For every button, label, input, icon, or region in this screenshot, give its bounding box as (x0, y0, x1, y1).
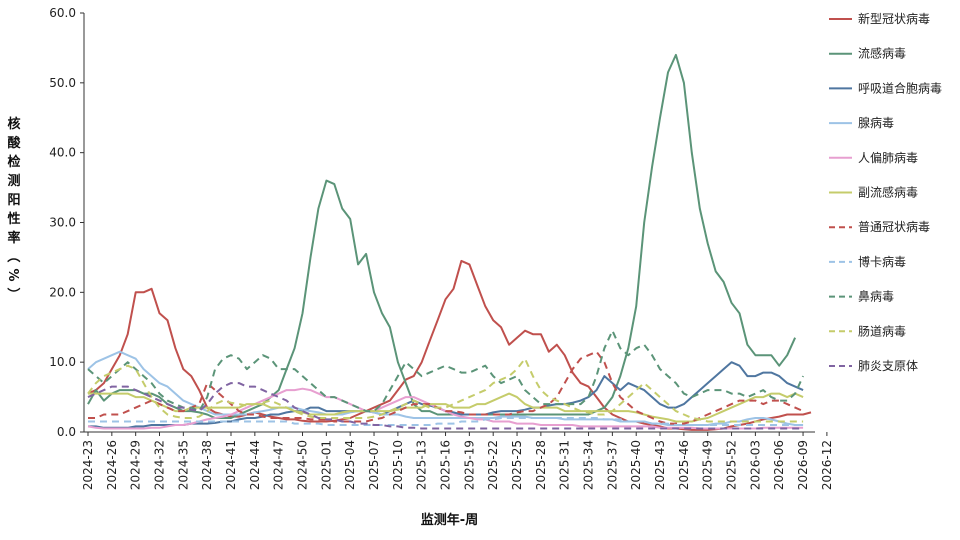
y-tick-label: 20.0 (49, 285, 76, 299)
y-axis-ticks: 0.0 10.0 20.0 30.0 40.0 50.0 60.0 (49, 6, 84, 439)
y-tick-label: 10.0 (49, 355, 76, 369)
x-tick-label: 2024-38 (200, 440, 214, 490)
x-tick-label: 2024-32 (153, 440, 167, 490)
legend-label: 肠道病毒 (858, 323, 906, 338)
x-tick-label: 2025-43 (653, 440, 667, 490)
series-line (87, 259, 812, 431)
x-tick-label: 2025-10 (391, 440, 405, 490)
x-tick-label: 2024-50 (296, 440, 310, 490)
y-axis-title-char: % (5, 268, 20, 281)
x-tick-label: 2025-22 (486, 440, 500, 490)
y-axis-title-char: ） (5, 287, 21, 300)
x-tick-label: 2024-35 (176, 440, 190, 490)
y-axis-title-char: 阳 (7, 193, 20, 208)
x-tick-label: 2025-40 (629, 440, 643, 490)
x-tick-label: 2025-37 (605, 440, 619, 490)
y-tick-label: 0.0 (57, 425, 76, 439)
x-tick-label: 2025-52 (725, 440, 739, 490)
x-tick-label: 2024-41 (224, 440, 238, 490)
x-axis-title: 监测年-周 (421, 512, 478, 528)
x-tick-label: 2026-03 (748, 440, 762, 490)
legend-label: 腺病毒 (858, 115, 894, 130)
legend-label: 鼻病毒 (858, 289, 894, 304)
x-tick-label: 2026-12 (820, 440, 834, 490)
x-tick-label: 2025-04 (343, 440, 357, 490)
y-tick-label: 60.0 (49, 6, 76, 20)
x-tick-label: 2025-46 (677, 440, 691, 490)
legend: 新型冠状病毒流感病毒呼吸道合胞病毒腺病毒人偏肺病毒副流感病毒普通冠状病毒博卡病毒… (829, 11, 942, 373)
x-tick-label: 2024-47 (272, 440, 286, 490)
legend-label: 副流感病毒 (858, 185, 918, 200)
y-tick-label: 30.0 (49, 216, 76, 230)
x-tick-label: 2025-31 (558, 440, 572, 490)
x-tick-label: 2025-28 (534, 440, 548, 490)
y-tick-label: 50.0 (49, 76, 76, 90)
legend-label: 博卡病毒 (858, 254, 906, 269)
series-line (87, 329, 805, 413)
y-axis-title-char: 酸 (7, 135, 21, 151)
series-line (87, 53, 797, 419)
x-tick-label: 2025-07 (367, 440, 381, 490)
series-line (87, 382, 804, 430)
x-tick-label: 2026-06 (772, 440, 786, 490)
legend-label: 肺炎支原体 (858, 359, 918, 373)
series-line (88, 350, 804, 425)
y-axis-title-char: 核 (7, 116, 20, 132)
series-line (88, 392, 804, 423)
x-tick-label: 2024-26 (105, 440, 119, 490)
x-tick-label: 2024-44 (248, 440, 262, 490)
legend-label: 流感病毒 (858, 46, 906, 61)
x-tick-label: 2025-01 (319, 440, 333, 490)
y-axis-title-char: 检 (7, 154, 20, 170)
legend-label: 人偏肺病毒 (858, 150, 918, 165)
legend-label: 普通冠状病毒 (858, 219, 930, 234)
x-tick-label: 2024-29 (129, 440, 143, 490)
x-axis-ticks: 2024-23 2024-26 2024-29 2024-32 2024-35 2024-… (81, 432, 834, 490)
series-line (87, 357, 804, 423)
x-tick-label: 2025-19 (462, 440, 476, 490)
y-axis-title-char: 性 (7, 211, 20, 227)
x-tick-label: 2025-13 (415, 440, 429, 490)
legend-label: 呼吸道合胞病毒 (858, 80, 942, 95)
x-tick-label: 2025-34 (582, 440, 596, 490)
y-tick-label: 40.0 (49, 146, 76, 160)
x-tick-label: 2025-49 (701, 440, 715, 490)
x-tick-label: 2026-09 (796, 440, 810, 490)
y-axis-title-char: 率 (7, 230, 20, 246)
x-tick-label: 2024-23 (81, 440, 95, 490)
plot-lines (87, 53, 812, 431)
legend-label: 新型冠状病毒 (858, 11, 930, 26)
y-axis-title-char: （ (5, 249, 21, 262)
y-axis-title-char: 测 (7, 173, 20, 189)
x-tick-label: 2025-16 (439, 440, 453, 490)
x-tick-label: 2025-25 (510, 440, 524, 490)
